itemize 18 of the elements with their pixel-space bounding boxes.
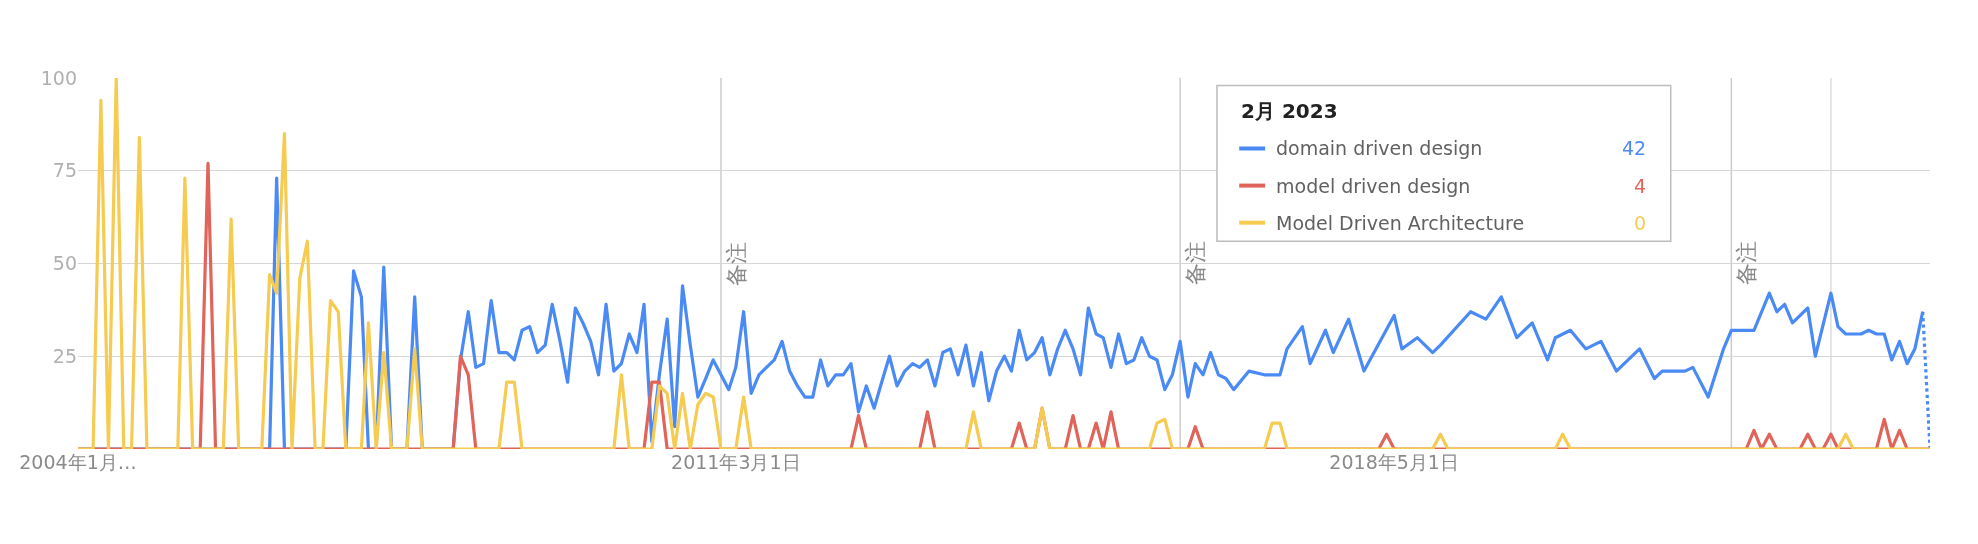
ref-line-label: 备注 (1183, 241, 1209, 286)
ref-line-label: 备注 (1734, 241, 1760, 286)
y-tick-label: 100 (40, 66, 77, 89)
y-tick-label: 25 (52, 344, 77, 367)
x-tick-label: 2004年1月… (19, 451, 137, 473)
annotation: 0 (1634, 212, 1647, 234)
legend-label: domain driven design (1276, 137, 1483, 159)
y-tick-label: 50 (52, 252, 77, 275)
annotation: 4 (1634, 175, 1647, 197)
x-tick-label: 2011年3月1日 (671, 451, 801, 473)
legend-label: Model Driven Architecture (1276, 212, 1525, 234)
y-tick-label: 75 (52, 159, 77, 182)
annotation: 42 (1622, 137, 1647, 159)
legend-label: model driven design (1276, 175, 1471, 197)
line-series (78, 78, 1930, 449)
ref-line-label: 备注 (723, 241, 749, 286)
x-tick-label: 2018年5月1日 (1329, 451, 1459, 473)
annotation: 2月 2023 (1241, 99, 1338, 123)
